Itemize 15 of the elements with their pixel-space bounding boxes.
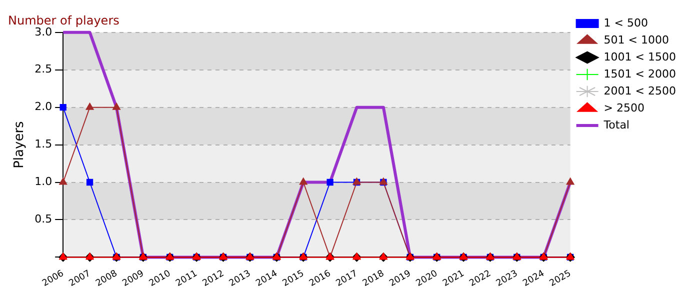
y-tick-label: 2.0 bbox=[34, 100, 52, 114]
y-tick-label: 2.5 bbox=[34, 62, 52, 76]
legend-label: 501 < 1000 bbox=[604, 33, 670, 46]
legend-label: 1501 < 2000 bbox=[604, 67, 676, 80]
legend-label: > 2500 bbox=[604, 101, 645, 114]
legend-label: 2001 < 2500 bbox=[604, 84, 676, 98]
y-axis-title: Players bbox=[12, 120, 28, 168]
legend-label: 1 < 500 bbox=[604, 16, 648, 30]
y-tick-label: 1.0 bbox=[34, 175, 52, 188]
legend-label: 1001 < 1500 bbox=[604, 50, 676, 64]
y-tick-label: 1.5 bbox=[34, 138, 52, 151]
y-tick-label: 0.5 bbox=[34, 212, 52, 226]
y-tick-label: 3.0 bbox=[34, 25, 52, 38]
legend-label: Total bbox=[602, 118, 630, 132]
chart-title: Number of players bbox=[8, 13, 120, 28]
